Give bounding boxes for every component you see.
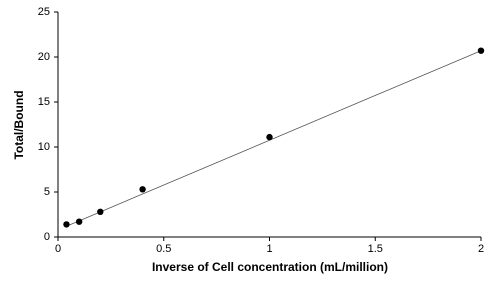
y-tick-label: 10 — [38, 141, 50, 153]
x-tick-label: 2 — [478, 243, 484, 255]
y-tick-label: 15 — [38, 96, 50, 108]
y-tick-label: 0 — [44, 231, 50, 243]
data-point — [75, 218, 83, 225]
x-tick-label: 1 — [266, 243, 272, 255]
y-axis-title: Total/Bound — [12, 90, 26, 159]
y-tick-label: 5 — [44, 186, 50, 198]
data-point — [477, 47, 485, 54]
x-tick-label: 0.5 — [156, 243, 171, 255]
x-tick-label: 1.5 — [368, 243, 383, 255]
y-tick-label: 25 — [38, 6, 50, 18]
data-point — [139, 186, 146, 193]
data-point — [97, 208, 104, 215]
trendline — [66, 50, 482, 227]
data-point — [266, 133, 273, 141]
data-point — [63, 221, 70, 228]
x-tick-label: 0 — [55, 243, 61, 255]
x-axis-title: Inverse of Cell concentration (mL/millio… — [152, 260, 388, 274]
y-tick-label: 20 — [38, 51, 50, 63]
